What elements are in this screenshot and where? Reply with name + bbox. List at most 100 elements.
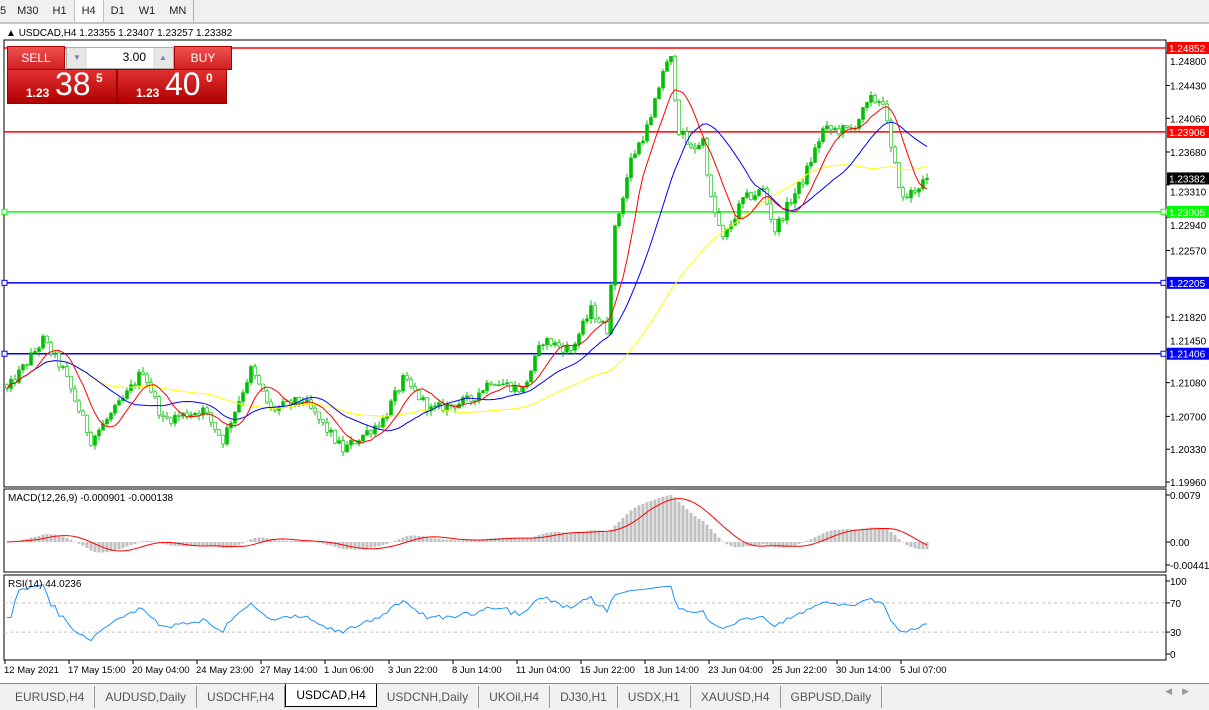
chart-symbol-header: ▲ USDCAD,H4 1.23355 1.23407 1.23257 1.23… — [6, 28, 232, 39]
buy-price[interactable]: 1.23 40 0 — [117, 66, 227, 104]
timeframe-w1[interactable]: W1 — [138, 5, 156, 17]
macd-bar — [141, 541, 145, 542]
sell-price-fraction: 5 — [96, 71, 103, 85]
tab-ukoil-h4[interactable]: UKOil,H4 — [479, 686, 551, 708]
macd-bar — [529, 537, 533, 542]
collapse-triangle-icon[interactable]: ▲ — [6, 28, 16, 39]
candle — [673, 56, 677, 101]
candle — [33, 351, 37, 354]
macd-bar — [765, 542, 769, 545]
macd-bar — [405, 536, 409, 542]
candle — [17, 369, 21, 383]
macd-bar — [189, 542, 193, 547]
timeframe-d1[interactable]: D1 — [110, 5, 125, 17]
candle — [713, 195, 717, 213]
macd-bar — [609, 529, 613, 542]
macd-bar — [65, 537, 69, 542]
candle — [293, 397, 297, 406]
candle — [29, 352, 33, 366]
timeframe-buttons: 5 M30 H1 H4 D1 W1 MN — [0, 0, 195, 22]
rsi-title: RSI(14) 44.0236 — [8, 579, 82, 590]
buy-price-prefix: 1.23 — [136, 86, 160, 100]
macd-bar — [517, 538, 521, 542]
candle — [105, 419, 109, 425]
price-axis-label: 1.21820 — [1170, 313, 1207, 324]
price-axis-label: 1.21450 — [1170, 337, 1207, 348]
candle — [657, 87, 661, 99]
macd-bar — [909, 542, 913, 547]
line-handle-left — [1, 279, 8, 286]
macd-bar — [725, 542, 729, 545]
tab-usdcnh-daily[interactable]: USDCNH,Daily — [377, 686, 480, 708]
tab-dj30-h1[interactable]: DJ30,H1 — [550, 686, 618, 708]
sell-button[interactable]: SELL — [7, 46, 65, 70]
macd-bar — [505, 537, 509, 542]
candle — [113, 404, 117, 414]
macd-bar — [257, 537, 261, 542]
macd-bar — [209, 542, 213, 546]
candle — [625, 177, 629, 199]
macd-bar — [821, 533, 825, 542]
macd-bar — [357, 542, 361, 550]
tab-xauusd-h4[interactable]: XAUUSD,H4 — [691, 686, 781, 708]
candle — [757, 189, 761, 196]
candle — [541, 344, 545, 347]
timeframe-m30[interactable]: M30 — [17, 5, 39, 17]
macd-bar — [341, 542, 345, 549]
candle — [513, 385, 517, 392]
candle — [769, 203, 773, 220]
tab-eurusd-h4[interactable]: EURUSD,H4 — [0, 686, 96, 708]
macd-bar — [385, 542, 389, 545]
sell-price[interactable]: 1.23 38 5 — [7, 66, 117, 104]
tab-gbpusd-daily[interactable]: GBPUSD,Daily — [781, 686, 883, 708]
candle — [925, 178, 929, 180]
macd-bar — [585, 531, 589, 542]
current-price-bg — [1167, 172, 1209, 185]
tab-audusd-daily[interactable]: AUDUSD,Daily — [95, 686, 198, 708]
lot-increase-icon[interactable]: ▲ — [153, 48, 173, 68]
candle — [645, 124, 649, 142]
price-axis-label: 1.20330 — [1170, 445, 1207, 456]
candle — [149, 382, 153, 393]
macd-bar — [785, 542, 789, 548]
candle — [245, 382, 249, 393]
candle — [577, 333, 581, 345]
macd-bar — [233, 542, 237, 547]
price-line-label-bg — [1167, 125, 1209, 138]
tab-usdchf-h4[interactable]: USDCHF,H4 — [197, 686, 286, 708]
macd-bar — [889, 532, 893, 542]
macd-bar — [85, 542, 89, 549]
macd-bar — [221, 542, 225, 548]
candle — [321, 419, 325, 423]
lot-size-input[interactable] — [88, 48, 146, 66]
macd-bar — [869, 527, 873, 542]
lot-decrease-icon[interactable]: ▼ — [67, 48, 87, 68]
timeframe-h4[interactable]: H4 — [73, 0, 104, 22]
candle — [781, 218, 785, 221]
candle — [589, 305, 593, 320]
macd-bar — [325, 542, 329, 545]
rsi-axis-label: 100 — [1170, 577, 1187, 588]
candle — [885, 103, 889, 122]
chart-window[interactable]: 1.24800 1.24430 1.24060 1.23680 1.23310 1.229… — [0, 0, 1209, 683]
macd-bar — [149, 540, 153, 542]
candle — [253, 366, 257, 376]
macd-bar — [193, 542, 197, 547]
candle — [57, 352, 61, 368]
timeframe-mn[interactable]: MN — [169, 5, 187, 17]
macd-bar — [641, 503, 645, 542]
timeframe-5[interactable]: 5 — [0, 5, 7, 17]
tab-usdx-h1[interactable]: USDX,H1 — [618, 686, 691, 708]
candle — [177, 415, 181, 417]
macd-bar — [885, 529, 889, 542]
candle — [109, 412, 113, 420]
candle — [525, 381, 529, 388]
tab-usdcad-h4[interactable]: USDCAD,H4 — [285, 684, 377, 707]
macd-bar — [365, 542, 369, 549]
tab-scroll-arrows[interactable]: ◀▶ — [1165, 686, 1199, 696]
macd-bar — [397, 539, 401, 542]
timeframe-h1[interactable]: H1 — [52, 5, 67, 17]
candle — [889, 120, 893, 148]
lot-size-stepper: ▼ ▲ — [66, 47, 174, 69]
candle — [481, 390, 485, 394]
